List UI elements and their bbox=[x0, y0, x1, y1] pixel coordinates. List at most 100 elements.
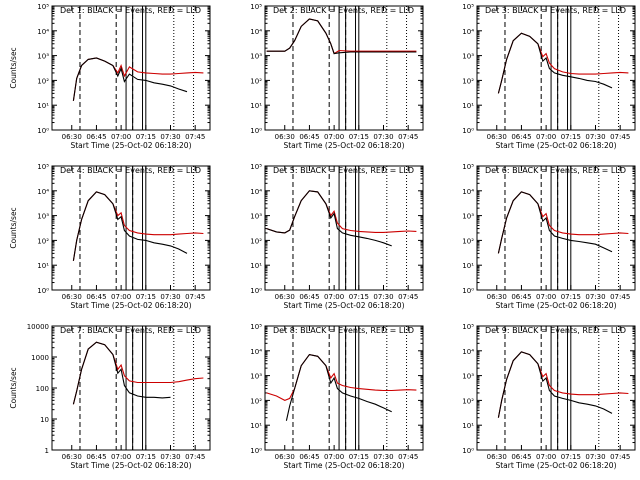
x-tick-label: 07:15 bbox=[561, 133, 581, 141]
y-tick-label: 1000 bbox=[31, 354, 49, 362]
series-line-events bbox=[266, 18, 417, 55]
y-tick-label: 10¹ bbox=[462, 262, 474, 270]
y-tick-label: 10000 bbox=[27, 323, 49, 331]
x-tick-label: 07:45 bbox=[185, 133, 205, 141]
panel-det-2: Det 2: BLACK = Events, RED = LLD 10⁰ 10¹ 10… bbox=[250, 3, 424, 150]
x-tick-label: 07:00 bbox=[324, 453, 344, 461]
panel-title: Det 6: BLACK = Events, RED = LLD bbox=[485, 166, 626, 175]
series-line-events bbox=[497, 191, 613, 254]
y-tick-label: 10⁵ bbox=[250, 323, 262, 331]
x-tick-label: 07:45 bbox=[185, 293, 205, 301]
panel-det-6: Det 6: BLACK = Events, RED = LLD 10⁰ 10¹ 10… bbox=[462, 163, 636, 310]
x-tick-label: 07:15 bbox=[136, 293, 156, 301]
x-tick-label: 07:00 bbox=[111, 133, 131, 141]
y-tick-label: 10⁴ bbox=[37, 28, 49, 36]
y-tick-label: 10⁴ bbox=[462, 348, 474, 356]
series-line-lld bbox=[72, 191, 204, 261]
x-tick-label: 06:45 bbox=[299, 293, 319, 301]
y-tick-label: 10⁰ bbox=[250, 287, 262, 295]
x-tick-label: 07:15 bbox=[136, 133, 156, 141]
plot-frame bbox=[51, 5, 211, 131]
x-tick-label: 06:45 bbox=[511, 453, 531, 461]
y-tick-label: 10⁵ bbox=[462, 323, 474, 331]
panel-title: Det 5: BLACK = Events, RED = LLD bbox=[273, 166, 414, 175]
plot-frame bbox=[51, 165, 211, 291]
y-tick-label: 10⁴ bbox=[250, 188, 262, 196]
series-line-events bbox=[285, 353, 392, 421]
panel-det-5: Det 5: BLACK = Events, RED = LLD 10⁰ 10¹ 10… bbox=[250, 163, 424, 310]
x-tick-label: 07:30 bbox=[585, 453, 605, 461]
x-axis-label: Start Time (25-Oct-02 06:18:20) bbox=[495, 141, 616, 150]
series-line-events bbox=[266, 190, 392, 247]
series-line-events bbox=[72, 341, 171, 405]
y-tick-label: 10⁰ bbox=[37, 127, 49, 135]
y-tick-label: 10¹ bbox=[250, 422, 262, 430]
panel-det-9: Det 9: BLACK = Events, RED = LLD 10⁰ 10¹ 10… bbox=[462, 323, 636, 470]
series-line-events bbox=[497, 32, 613, 94]
x-tick-label: 07:15 bbox=[349, 453, 369, 461]
panel-det-3: Det 3: BLACK = Events, RED = LLD 10⁰ 10¹ 10… bbox=[462, 3, 636, 150]
x-tick-label: 07:15 bbox=[349, 133, 369, 141]
y-tick-label: 10³ bbox=[37, 213, 49, 221]
y-tick-label: 10⁵ bbox=[37, 3, 49, 11]
panel-title: Det 4: BLACK = Events, RED = LLD bbox=[60, 166, 201, 175]
series-line-events bbox=[497, 351, 613, 418]
panel-title: Det 9: BLACK = Events, RED = LLD bbox=[485, 326, 626, 335]
x-tick-label: 07:15 bbox=[561, 453, 581, 461]
series-line-lld bbox=[497, 191, 629, 254]
x-tick-label: 06:45 bbox=[86, 453, 106, 461]
x-tick-label: 06:45 bbox=[299, 133, 319, 141]
y-tick-label: 10² bbox=[250, 237, 262, 245]
y-tick-label: 10² bbox=[37, 77, 49, 85]
y-tick-label: 10³ bbox=[462, 213, 474, 221]
y-tick-label: 10² bbox=[462, 237, 474, 245]
panel-det-7: Det 7: BLACK = Events, RED = LLD 1 10 100 10… bbox=[9, 323, 211, 470]
panel-det-4: Det 4: BLACK = Events, RED = LLD 10⁰ 10¹ 10… bbox=[9, 163, 211, 310]
x-tick-label: 06:30 bbox=[487, 133, 507, 141]
y-tick-label: 10¹ bbox=[250, 262, 262, 270]
x-axis-label: Start Time (25-Oct-02 06:18:20) bbox=[495, 301, 616, 310]
y-tick-label: 10¹ bbox=[250, 102, 262, 110]
x-axis-label: Start Time (25-Oct-02 06:18:20) bbox=[283, 461, 404, 470]
x-tick-label: 07:30 bbox=[373, 453, 393, 461]
y-tick-label: 10² bbox=[250, 397, 262, 405]
y-tick-label: 10² bbox=[462, 397, 474, 405]
y-tick-label: 10³ bbox=[462, 373, 474, 381]
x-tick-label: 07:15 bbox=[136, 453, 156, 461]
series-line-lld bbox=[72, 341, 204, 405]
y-tick-label: 10⁰ bbox=[37, 287, 49, 295]
plot-frame bbox=[476, 5, 636, 131]
x-tick-label: 06:30 bbox=[62, 133, 82, 141]
y-tick-label: 10⁰ bbox=[462, 447, 474, 455]
x-tick-label: 07:45 bbox=[398, 293, 418, 301]
x-tick-label: 07:30 bbox=[585, 293, 605, 301]
series-line-lld bbox=[266, 353, 417, 402]
x-tick-label: 06:30 bbox=[487, 293, 507, 301]
y-tick-label: 10² bbox=[462, 77, 474, 85]
x-tick-label: 07:45 bbox=[610, 293, 630, 301]
x-tick-label: 07:30 bbox=[585, 133, 605, 141]
x-tick-label: 06:30 bbox=[275, 293, 295, 301]
plot-frame bbox=[51, 325, 211, 451]
y-tick-label: 10⁴ bbox=[250, 348, 262, 356]
series-line-lld bbox=[266, 190, 417, 234]
series-line-lld bbox=[497, 351, 629, 418]
x-tick-label: 07:30 bbox=[373, 293, 393, 301]
x-tick-label: 07:30 bbox=[160, 453, 180, 461]
plot-frame bbox=[264, 5, 424, 131]
x-tick-label: 07:45 bbox=[610, 133, 630, 141]
y-tick-label: 10² bbox=[250, 77, 262, 85]
y-tick-label: 10⁴ bbox=[37, 188, 49, 196]
x-axis-label: Start Time (25-Oct-02 06:18:20) bbox=[283, 141, 404, 150]
x-tick-label: 07:45 bbox=[610, 453, 630, 461]
x-axis-label: Start Time (25-Oct-02 06:18:20) bbox=[70, 301, 191, 310]
y-tick-label: 10⁰ bbox=[462, 287, 474, 295]
x-tick-label: 06:45 bbox=[511, 293, 531, 301]
x-tick-label: 07:00 bbox=[111, 453, 131, 461]
y-tick-label: 10³ bbox=[250, 53, 262, 61]
x-tick-label: 07:00 bbox=[536, 133, 556, 141]
y-tick-label: 10⁵ bbox=[250, 3, 262, 11]
y-tick-label: 10⁵ bbox=[250, 163, 262, 171]
y-tick-label: 10⁵ bbox=[462, 163, 474, 171]
